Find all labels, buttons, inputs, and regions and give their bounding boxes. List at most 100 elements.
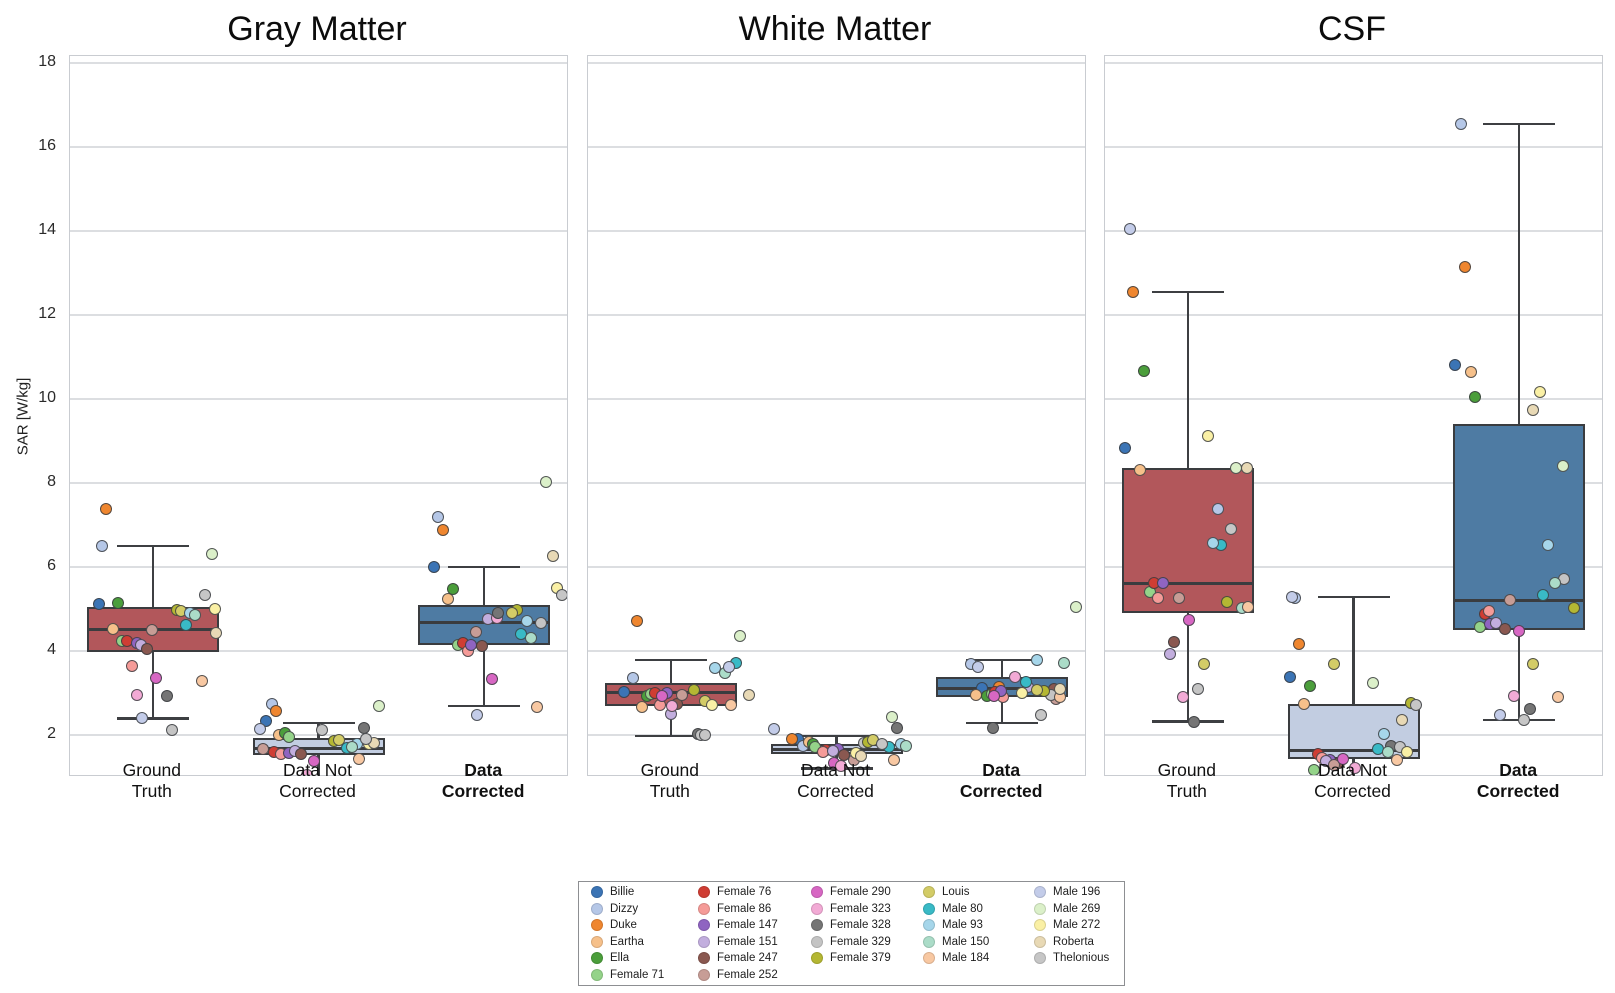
subject-point-female-290 <box>1336 753 1349 766</box>
legend-marker-female-71 <box>591 969 603 981</box>
gridline-y6 <box>1105 566 1602 568</box>
panel-title-csf: CSF <box>1318 10 1386 48</box>
legend-label-male-93: Male 93 <box>942 919 983 932</box>
subject-point-female-323 <box>1176 691 1189 704</box>
whisker-cap-upper <box>282 721 355 725</box>
subject-point-female-290 <box>149 672 162 685</box>
subject-point-dizzy <box>1211 503 1224 516</box>
whisker-upper <box>1186 292 1190 468</box>
subject-point-male-184 <box>1241 601 1254 613</box>
subject-point-eartha <box>635 700 648 713</box>
subject-point-male-269 <box>372 700 385 713</box>
subject-point-female-252 <box>470 626 483 639</box>
gridline-y10 <box>1105 398 1602 400</box>
subject-point-roberta <box>1395 713 1408 726</box>
whisker-cap-upper <box>1483 122 1556 126</box>
legend-marker-male-93 <box>923 919 935 932</box>
median-line <box>252 746 385 750</box>
subject-point-female-323 <box>1348 762 1361 775</box>
subject-point-male-272 <box>705 699 718 712</box>
subject-point-male-80 <box>1537 589 1550 602</box>
subject-point-female-328 <box>160 690 173 703</box>
subject-point-female-252 <box>675 689 688 702</box>
gridline-y18 <box>1105 62 1602 64</box>
legend-label-male-269: Male 269 <box>1053 902 1101 915</box>
x-tick-label-data-not-corrected: Data Not Corrected <box>279 760 356 801</box>
gridline-y16 <box>70 146 567 148</box>
legend-label-female-151: Female 151 <box>717 935 778 948</box>
subject-point-male-272 <box>208 603 221 616</box>
legend-label-female-252: Female 252 <box>717 969 778 981</box>
subject-point-billie <box>428 561 441 574</box>
legend-label-male-150: Male 150 <box>942 935 990 948</box>
whisker-upper <box>835 735 838 744</box>
y-tick-label-16: 16 <box>38 137 56 155</box>
legend-marker-female-86 <box>698 902 710 915</box>
legend-marker-female-247 <box>698 952 710 965</box>
subject-point-male-269 <box>1366 677 1379 690</box>
legend-marker-female-379 <box>811 952 823 965</box>
y-tick-label-6: 6 <box>47 557 56 575</box>
subject-point-female-290 <box>988 690 1001 703</box>
subject-point-thelonious <box>1224 523 1237 536</box>
subject-point-female-323 <box>300 769 313 775</box>
gridline-y8 <box>70 482 567 484</box>
x-tick-label-data-not-corrected: Data Not Corrected <box>1314 760 1391 801</box>
subject-point-female-247 <box>294 748 307 760</box>
legend-marker-billie <box>591 886 603 898</box>
subject-point-eartha <box>106 623 119 636</box>
legend-marker-female-76 <box>698 886 710 898</box>
legend-marker-female-151 <box>698 935 710 948</box>
subject-point-male-272 <box>1201 430 1214 443</box>
subject-point-eartha <box>1465 366 1478 379</box>
subject-point-female-252 <box>1327 758 1340 771</box>
subject-point-male-150 <box>345 740 358 753</box>
legend-label-male-184: Male 184 <box>942 952 990 965</box>
whisker-upper <box>482 567 486 605</box>
gridline-y6 <box>588 566 1085 568</box>
subject-point-male-272 <box>1016 687 1029 700</box>
legend-label-female-71: Female 71 <box>610 969 665 981</box>
legend-marker-female-252 <box>698 969 710 981</box>
subject-point-male-184 <box>195 675 208 688</box>
subject-point-billie <box>617 686 630 699</box>
subject-point-female-290 <box>655 690 668 703</box>
subject-point-thelonious <box>698 729 711 742</box>
legend-label-ella: Ella <box>610 952 630 965</box>
whisker-cap-upper <box>1317 595 1390 599</box>
subject-point-duke <box>1459 261 1472 274</box>
legend-label-dizzy: Dizzy <box>610 902 639 915</box>
legend-label-female-323: Female 323 <box>830 902 891 915</box>
subject-point-female-252 <box>145 624 158 637</box>
subject-point-louis <box>1031 684 1044 697</box>
subject-point-male-93 <box>1031 653 1044 666</box>
subject-point-female-71 <box>282 731 295 744</box>
subject-point-duke <box>630 615 643 628</box>
legend-label-female-290: Female 290 <box>830 886 891 898</box>
gridline-y14 <box>70 230 567 232</box>
gridline-y10 <box>588 398 1085 400</box>
legend-label-female-147: Female 147 <box>717 919 778 932</box>
subject-point-male-269 <box>885 711 898 724</box>
subject-point-thelonious <box>556 589 567 602</box>
whisker-lower <box>482 645 486 707</box>
gridline-y16 <box>1105 146 1602 148</box>
subject-point-thelonious <box>875 737 888 750</box>
subject-point-male-80 <box>179 619 192 632</box>
subject-point-male-184 <box>531 700 544 713</box>
box-data-corrected <box>1453 424 1586 631</box>
legend-marker-eartha <box>591 935 603 948</box>
subject-point-thelonious <box>1518 713 1531 726</box>
subject-point-duke <box>269 705 282 718</box>
gridline-y14 <box>1105 230 1602 232</box>
subject-point-roberta <box>1240 461 1253 474</box>
gridline-y10 <box>70 398 567 400</box>
x-tick-label-ground-truth: Ground Truth <box>640 760 700 801</box>
whisker-lower <box>151 651 155 719</box>
subject-point-female-247 <box>1499 623 1512 636</box>
subject-point-male-196 <box>253 723 266 736</box>
whisker-cap-upper <box>448 565 521 569</box>
y-tick-label-18: 18 <box>38 53 56 71</box>
legend-label-female-247: Female 247 <box>717 952 778 965</box>
